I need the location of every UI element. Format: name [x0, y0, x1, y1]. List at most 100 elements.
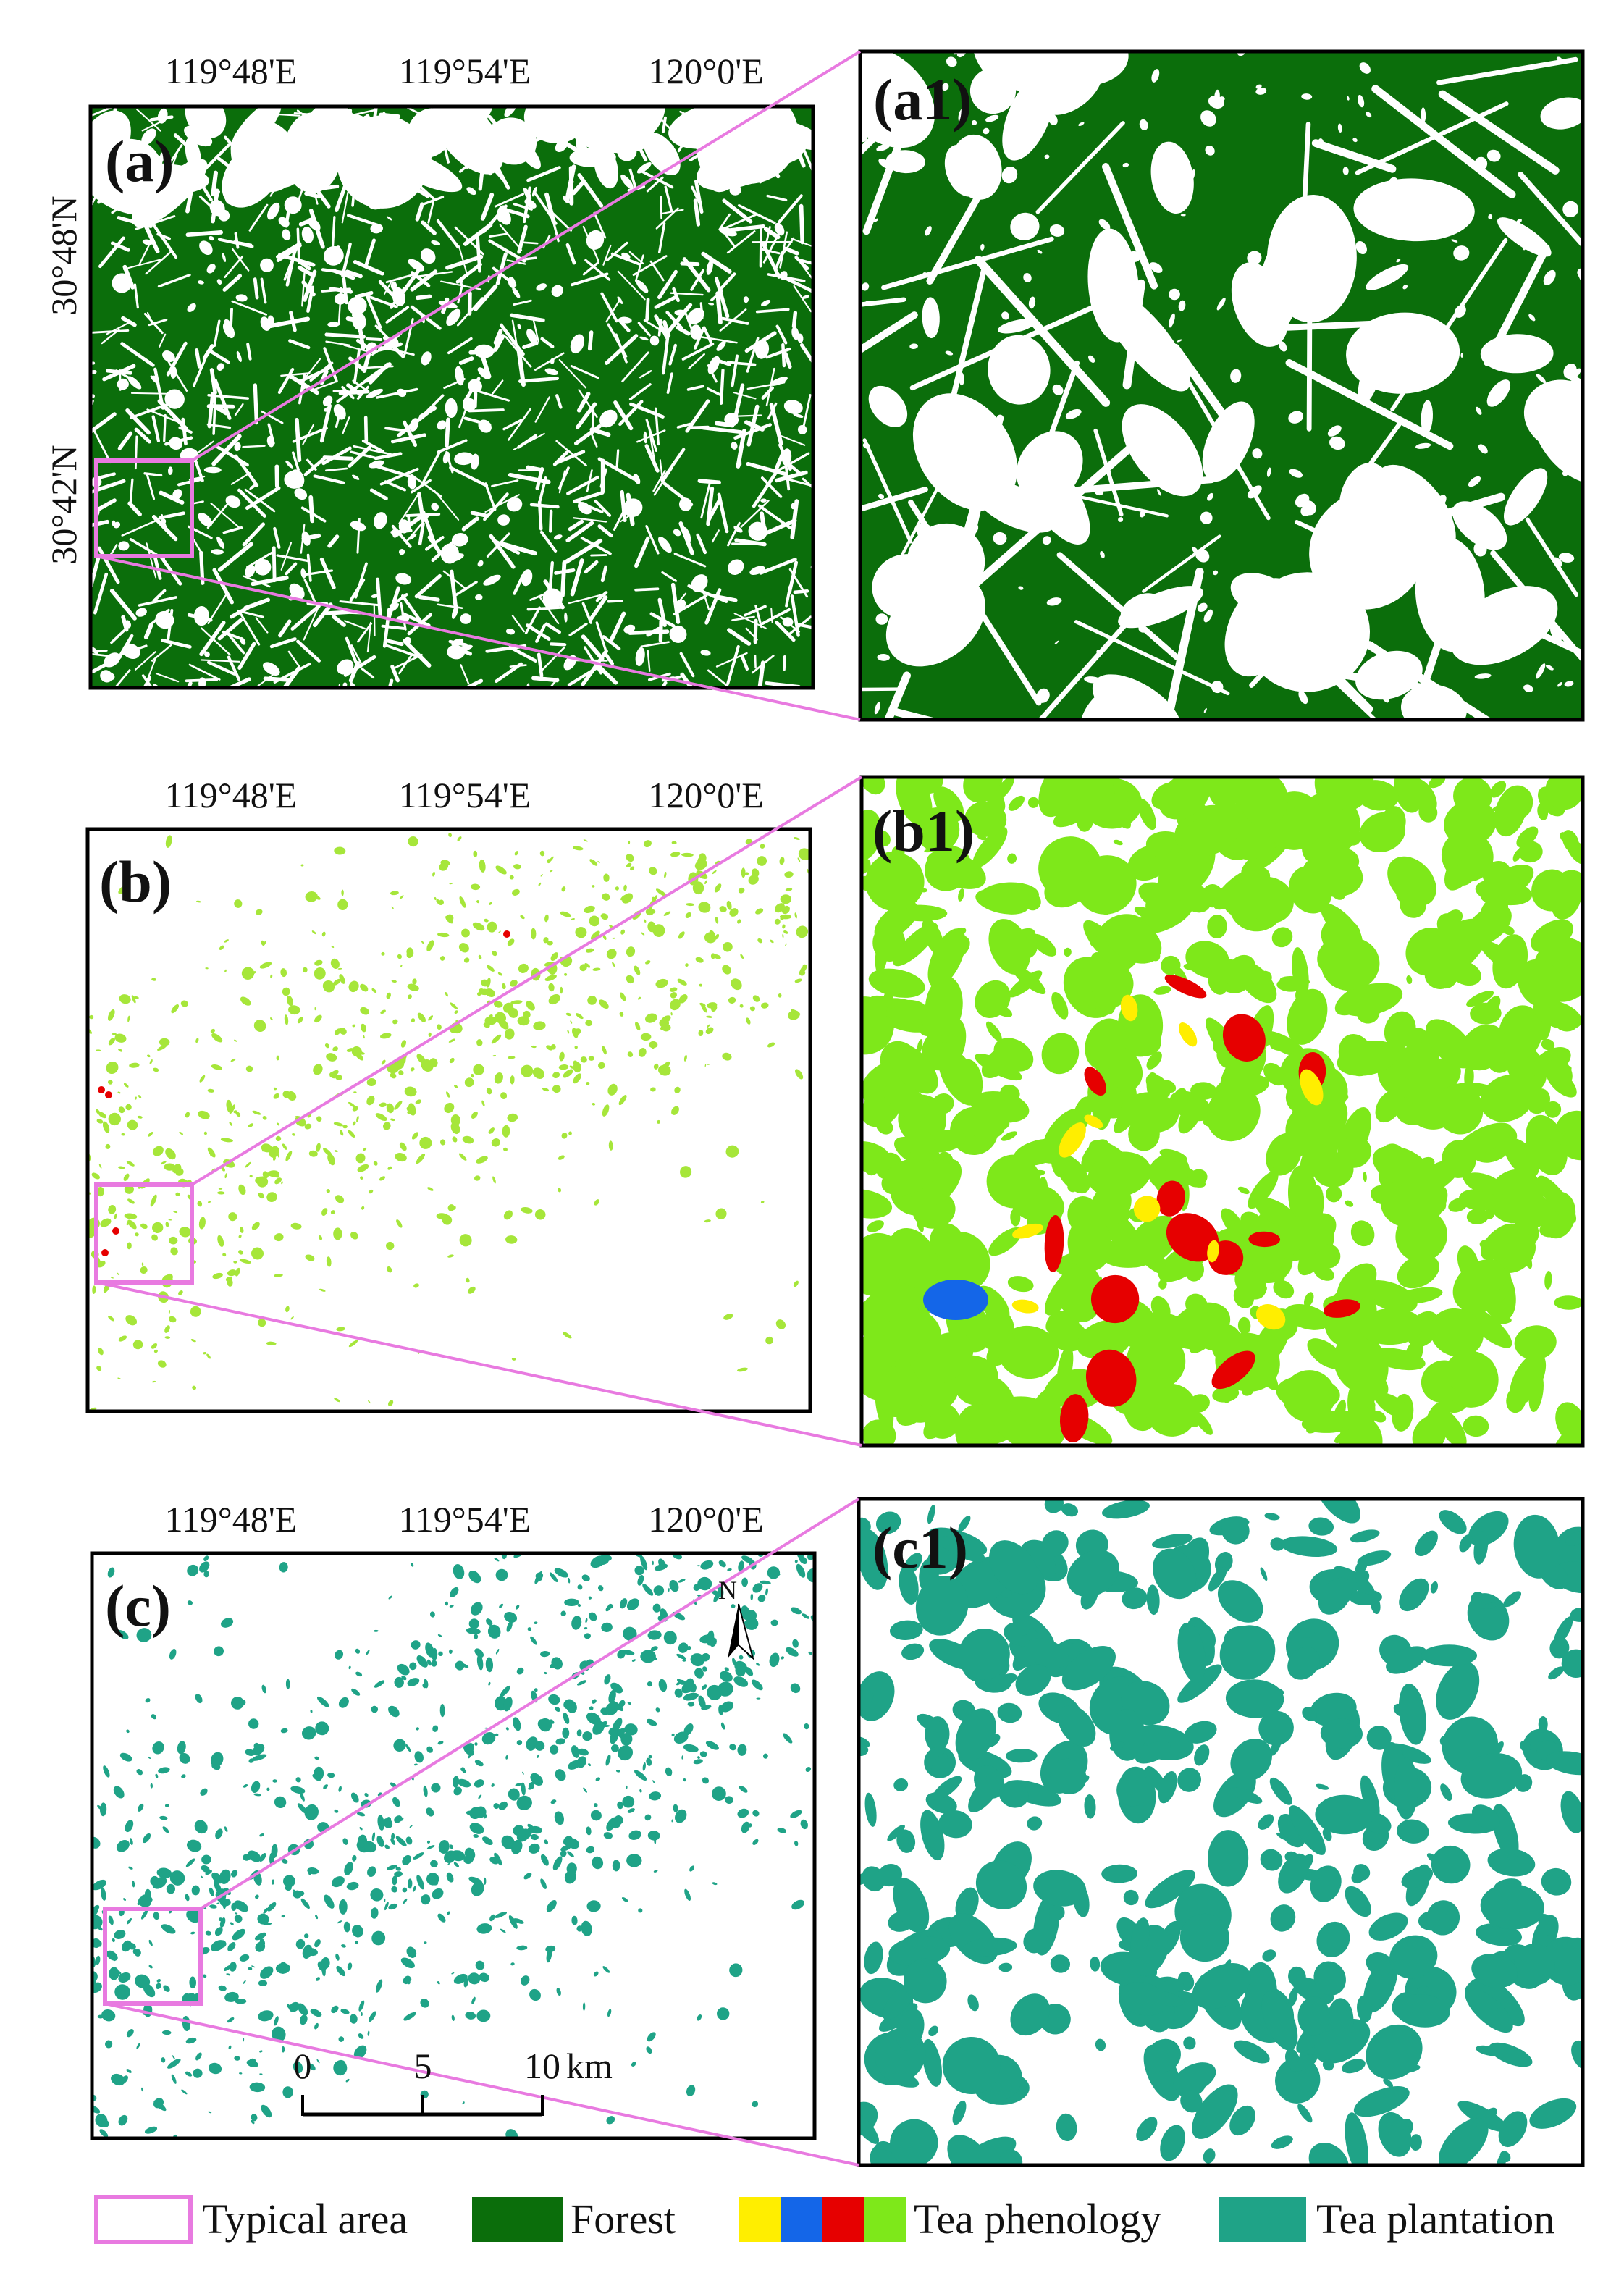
map-layers: [64, 0, 1624, 2191]
longitude-label: 120°0'E: [648, 51, 764, 91]
land-streak: [534, 678, 558, 680]
land-patch: [282, 2046, 285, 2053]
land-patch: [341, 890, 343, 896]
land-streak: [213, 173, 216, 194]
land-streak: [407, 514, 439, 516]
longitude-label: 119°54'E: [399, 775, 531, 815]
land-streak: [721, 370, 723, 403]
land-streak: [447, 419, 448, 445]
land-patch: [1486, 1316, 1512, 1324]
land-streak: [381, 114, 398, 117]
land-streak: [590, 332, 592, 349]
map-panel: [85, 1548, 820, 2145]
land-streak: [243, 446, 265, 447]
land-patch: [145, 1889, 151, 1901]
longitude-label: 119°54'E: [399, 51, 531, 91]
land-streak: [699, 481, 719, 482]
land-streak: [474, 131, 510, 133]
panel-label: (a1): [873, 67, 972, 133]
land-patch: [780, 915, 791, 920]
land-streak: [660, 320, 661, 335]
land-streak: [255, 385, 256, 423]
land-streak: [647, 299, 648, 319]
land-patch: [112, 1227, 119, 1235]
legend-swatch: [739, 2197, 781, 2242]
longitude-label: 120°0'E: [648, 775, 764, 815]
land-streak: [755, 655, 756, 668]
land-patch: [101, 1249, 109, 1256]
land-streak: [188, 232, 221, 235]
legend-label: Tea plantation: [1316, 2196, 1554, 2243]
panel-label: (b1): [872, 798, 975, 864]
land-patch: [626, 1854, 641, 1867]
map-background: [91, 106, 813, 688]
land-streak: [255, 280, 257, 298]
land-streak: [265, 678, 288, 680]
land-streak: [802, 206, 803, 243]
land-streak: [794, 313, 795, 327]
legend-swatch: [472, 2197, 563, 2242]
scale-label: 0: [294, 2046, 312, 2086]
land-streak: [327, 335, 363, 337]
longitude-label: 119°48'E: [165, 1499, 298, 1539]
land-streak: [332, 684, 340, 722]
land-streak: [114, 110, 115, 128]
longitude-label: 119°54'E: [399, 1499, 531, 1539]
land-patch: [885, 1007, 928, 1021]
land-streak: [592, 555, 607, 556]
land-patch: [484, 1878, 486, 1885]
north-label: N: [718, 1576, 737, 1605]
land-streak: [132, 393, 167, 394]
land-patch: [98, 1086, 105, 1093]
land-patch: [562, 1728, 569, 1739]
land-patch: [622, 1796, 634, 1808]
land-streak: [528, 467, 542, 470]
map-panel: [83, 829, 813, 1414]
longitude-label: 120°0'E: [648, 1499, 764, 1539]
land-streak: [472, 513, 484, 516]
land-streak: [392, 127, 415, 128]
land-patch: [1421, 1644, 1477, 1666]
panel-label: (c1): [872, 1515, 968, 1581]
land-patch: [342, 1125, 348, 1129]
land-streak: [374, 605, 375, 635]
land-patch: [1127, 251, 1140, 262]
land-patch: [258, 1980, 267, 1986]
land-streak: [661, 197, 662, 218]
land-patch: [876, 613, 888, 625]
land-streak: [214, 398, 215, 434]
land-patch: [1394, 1758, 1418, 1820]
map-panel: [64, 56, 829, 723]
land-streak: [353, 191, 354, 206]
land-patch: [560, 987, 563, 994]
panel-label: (b): [99, 849, 172, 915]
legend-label: Typical area: [202, 2196, 408, 2243]
latitude-label: 30°48'N: [43, 196, 84, 315]
land-patch: [503, 930, 510, 938]
legend-label: Tea phenology: [914, 2196, 1161, 2243]
scale-unit: km: [566, 2046, 613, 2086]
land-streak: [1581, 272, 1624, 416]
land-streak: [135, 437, 136, 469]
land-streak: [418, 296, 430, 298]
land-streak: [691, 427, 708, 428]
land-streak: [325, 612, 354, 613]
land-streak: [563, 563, 564, 595]
land-streak: [470, 410, 503, 411]
land-streak: [311, 497, 312, 521]
land-streak: [420, 597, 438, 600]
legend-label: Forest: [571, 2196, 676, 2243]
land-streak: [550, 511, 551, 532]
land-patch: [339, 1899, 348, 1915]
land-patch: [268, 1170, 279, 1177]
land-streak: [660, 621, 661, 640]
land-streak: [617, 450, 618, 468]
land-streak: [608, 601, 621, 602]
land-patch: [105, 1091, 112, 1098]
land-patch: [1539, 1716, 1548, 1733]
land-streak: [733, 544, 762, 545]
legend-swatch: [1219, 2197, 1306, 2242]
land-streak: [363, 187, 377, 188]
